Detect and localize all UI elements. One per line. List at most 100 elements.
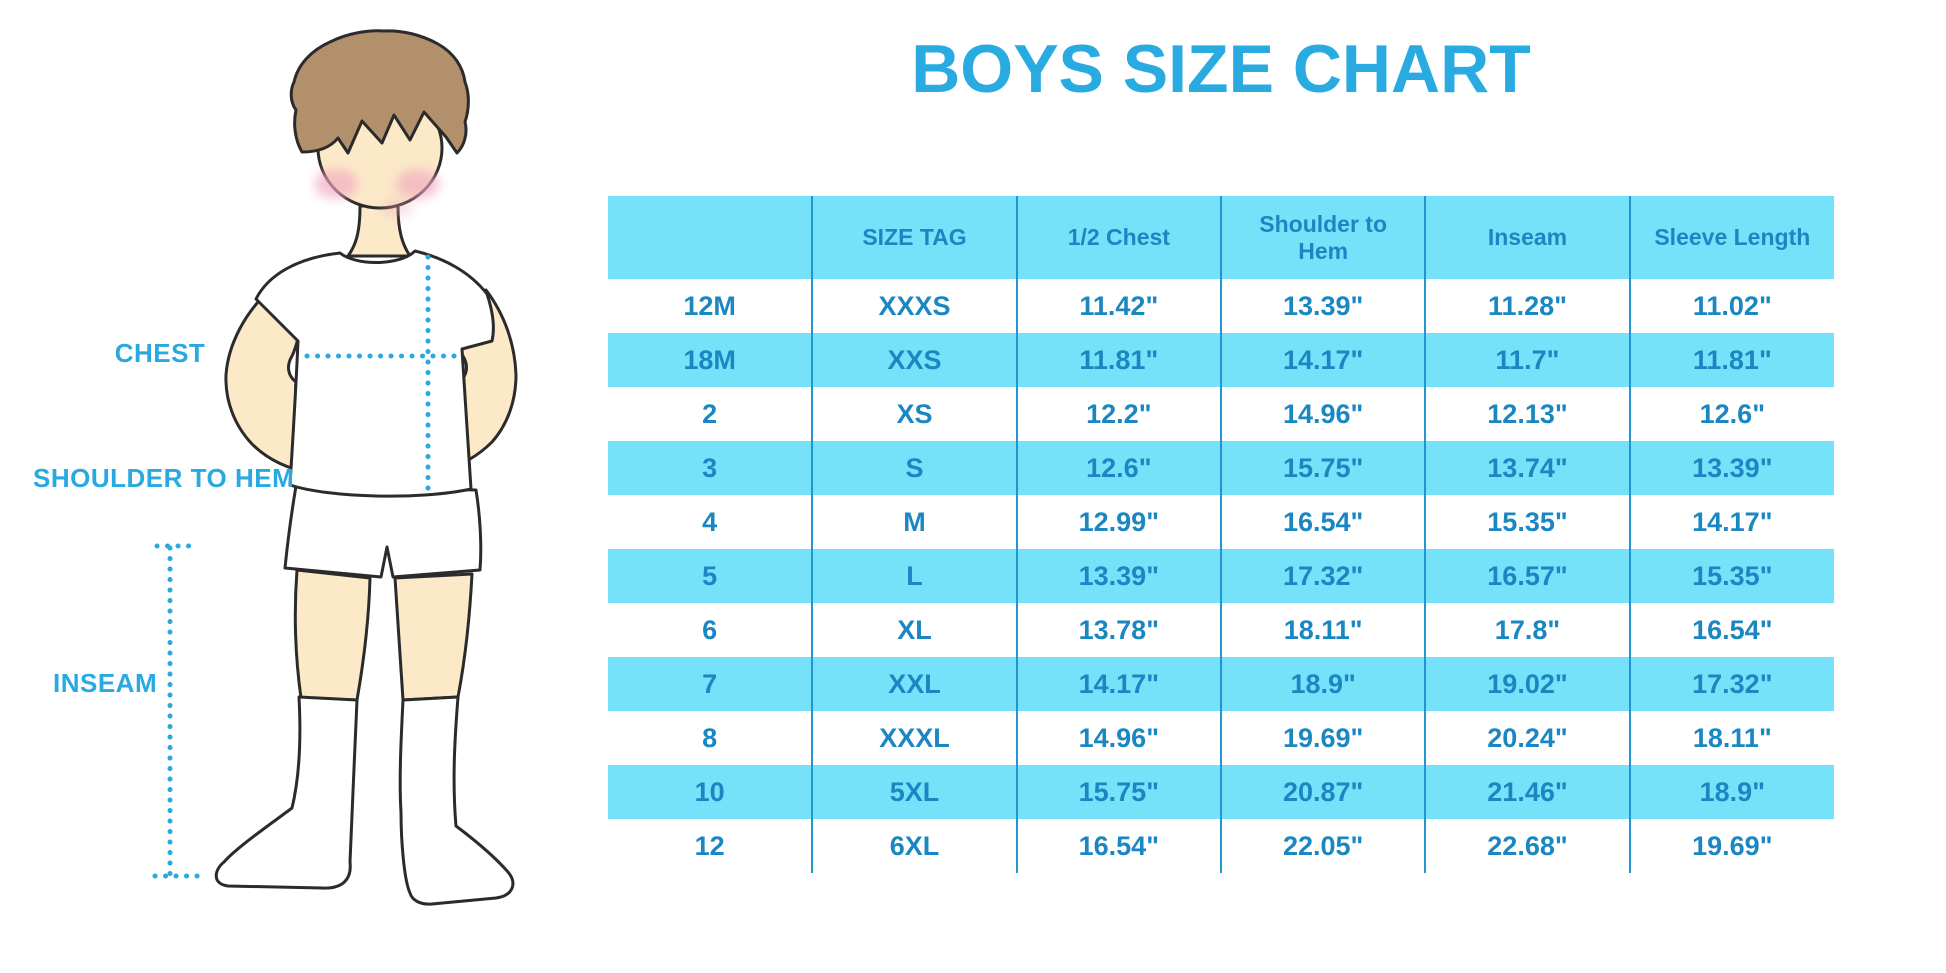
left-cheek-blush bbox=[314, 169, 358, 199]
size-tag-cell: 5XL bbox=[812, 765, 1018, 819]
age-size-cell: 5 bbox=[608, 549, 814, 603]
measurement-cell: 15.75" bbox=[1220, 441, 1427, 495]
measurement-cell: 14.17" bbox=[1692, 506, 1773, 537]
size-row-5: 5 L 13.39" 17.32" 16.57" 15.35" bbox=[608, 549, 1834, 603]
measurement-cell: 11.81" bbox=[1016, 333, 1222, 387]
measurement-cell: 18.11" bbox=[1220, 603, 1427, 657]
size-tag-cell: XXXS bbox=[812, 279, 1018, 333]
age-size-cell: 18M bbox=[608, 333, 814, 387]
corner-header-cell bbox=[608, 196, 814, 279]
measurement-cell: 16.54" bbox=[1220, 495, 1427, 549]
measurement-cell: 11.28" bbox=[1425, 279, 1631, 333]
measurement-cell: 12.6" bbox=[1699, 398, 1765, 429]
measurement-cell: 17.8" bbox=[1425, 603, 1631, 657]
header-row: SIZE TAG 1/2 Chest Shoulder to Hem Inseam Sl… bbox=[608, 196, 1834, 279]
measurement-cell: 19.02" bbox=[1425, 657, 1631, 711]
measurement-cell: 13.78" bbox=[1016, 603, 1222, 657]
size-tag-cell: S bbox=[812, 441, 1018, 495]
measurement-cell: 12.99" bbox=[1016, 495, 1222, 549]
size-tag-cell: L bbox=[812, 549, 1018, 603]
measurement-cell: 21.46" bbox=[1425, 765, 1631, 819]
measurement-cell: 19.69" bbox=[1220, 711, 1427, 765]
measurement-cell: 20.24" bbox=[1425, 711, 1631, 765]
measurement-cell: 12.6" bbox=[1016, 441, 1222, 495]
page-title: BOYS SIZE CHART bbox=[911, 31, 1531, 107]
age-size-cell: 2 bbox=[608, 387, 814, 441]
age-size-cell: 12M bbox=[608, 279, 814, 333]
measurement-cell: 14.17" bbox=[1220, 333, 1427, 387]
chin-blush bbox=[382, 199, 414, 217]
size-tag-cell: XS bbox=[812, 387, 1018, 441]
hair bbox=[289, 29, 470, 155]
age-size-cell: 3 bbox=[608, 441, 814, 495]
measurement-cell: 14.96" bbox=[1016, 711, 1222, 765]
size-tag-cell: XXXL bbox=[812, 711, 1018, 765]
size-row-10: 10 5XL 15.75" 20.87" 21.46" 18.9" bbox=[608, 765, 1834, 819]
measurement-cell: 13.39" bbox=[1016, 549, 1222, 603]
size-row-18m: 18M XXS 11.81" 14.17" 11.7" 11.81" bbox=[608, 333, 1834, 387]
boy-measurement-illustration bbox=[152, 29, 518, 906]
measurement-cell: 13.39" bbox=[1220, 279, 1427, 333]
age-size-cell: 10 bbox=[608, 765, 814, 819]
age-size-cell: 6 bbox=[608, 603, 814, 657]
age-size-cell: 7 bbox=[608, 657, 814, 711]
column-header-inseam: Inseam bbox=[1425, 196, 1631, 279]
shoulder-to-hem-label: SHOULDER TO HEM bbox=[33, 463, 295, 493]
size-row-7: 7 XXL 14.17" 18.9" 19.02" 17.32" bbox=[608, 657, 1834, 711]
size-table: SIZE TAG 1/2 Chest Shoulder to Hem Inseam Sl… bbox=[608, 196, 1834, 873]
size-row-12: 12 6XL 16.54" 22.05" 22.68" 19.69" bbox=[608, 819, 1834, 873]
left-leg bbox=[293, 568, 372, 702]
size-tag-cell: XXS bbox=[812, 333, 1018, 387]
measurement-cell: 16.54" bbox=[1692, 614, 1773, 645]
size-row-6: 6 XL 13.78" 18.11" 17.8" 16.54" bbox=[608, 603, 1834, 657]
measurement-cell: 22.05" bbox=[1220, 819, 1427, 873]
age-size-cell: 4 bbox=[608, 495, 814, 549]
measurement-cell: 16.54" bbox=[1016, 819, 1222, 873]
column-header-size-tag: SIZE TAG bbox=[812, 196, 1018, 279]
column-header-sleeve-length: Sleeve Length bbox=[1654, 224, 1811, 251]
size-row-3: 3 S 12.6" 15.75" 13.74" 13.39" bbox=[608, 441, 1834, 495]
left-sock bbox=[214, 695, 359, 890]
age-size-cell: 12 bbox=[608, 819, 814, 873]
measurement-cell: 15.35" bbox=[1692, 560, 1773, 591]
size-table-header: SIZE TAG 1/2 Chest Shoulder to Hem Inseam Sl… bbox=[608, 196, 1834, 279]
right-sock bbox=[398, 695, 515, 906]
measurement-cell: 18.9" bbox=[1699, 776, 1765, 807]
inseam-label: INSEAM bbox=[53, 668, 158, 698]
measurement-cell: 14.96" bbox=[1220, 387, 1427, 441]
size-row-8: 8 XXXL 14.96" 19.69" 20.24" 18.11" bbox=[608, 711, 1834, 765]
measurement-cell: 11.02" bbox=[1692, 290, 1772, 321]
measurement-cell: 12.13" bbox=[1425, 387, 1631, 441]
size-tag-cell: M bbox=[812, 495, 1018, 549]
chest-label: CHEST bbox=[114, 338, 206, 368]
measurement-cell: 15.75" bbox=[1016, 765, 1222, 819]
t-shirt bbox=[254, 249, 495, 498]
column-header-shoulder-to-hem: Shoulder to Hem bbox=[1220, 196, 1427, 279]
measurement-cell: 18.11" bbox=[1692, 722, 1772, 753]
measurement-cell: 13.74" bbox=[1425, 441, 1631, 495]
size-row-12m: 12M XXXS 11.42" 13.39" 11.28" 11.02" bbox=[608, 279, 1834, 333]
age-size-cell: 8 bbox=[608, 711, 814, 765]
size-tag-cell: XL bbox=[812, 603, 1018, 657]
measurement-cell: 14.17" bbox=[1016, 657, 1222, 711]
measurement-cell: 17.32" bbox=[1692, 668, 1773, 699]
measurement-cell: 22.68" bbox=[1425, 819, 1631, 873]
size-table-body: 12M XXXS 11.42" 13.39" 11.28" 11.02" 18M XXS 11.… bbox=[608, 279, 1834, 873]
column-header-1-2-chest: 1/2 Chest bbox=[1016, 196, 1222, 279]
measurement-cell: 17.32" bbox=[1220, 549, 1427, 603]
measurement-cell: 19.69" bbox=[1692, 830, 1773, 861]
measurement-cell: 15.35" bbox=[1425, 495, 1631, 549]
right-leg bbox=[393, 572, 474, 702]
size-row-4: 4 M 12.99" 16.54" 15.35" 14.17" bbox=[608, 495, 1834, 549]
measurement-cell: 11.42" bbox=[1016, 279, 1222, 333]
shorts bbox=[283, 484, 483, 579]
measurement-cell: 11.81" bbox=[1692, 344, 1772, 375]
right-cheek-blush bbox=[396, 169, 440, 199]
measurement-cell: 18.9" bbox=[1220, 657, 1427, 711]
measurement-cell: 12.2" bbox=[1016, 387, 1222, 441]
measurement-cell: 20.87" bbox=[1220, 765, 1427, 819]
size-tag-cell: 6XL bbox=[812, 819, 1018, 873]
size-tag-cell: XXL bbox=[812, 657, 1018, 711]
size-row-2: 2 XS 12.2" 14.96" 12.13" 12.6" bbox=[608, 387, 1834, 441]
